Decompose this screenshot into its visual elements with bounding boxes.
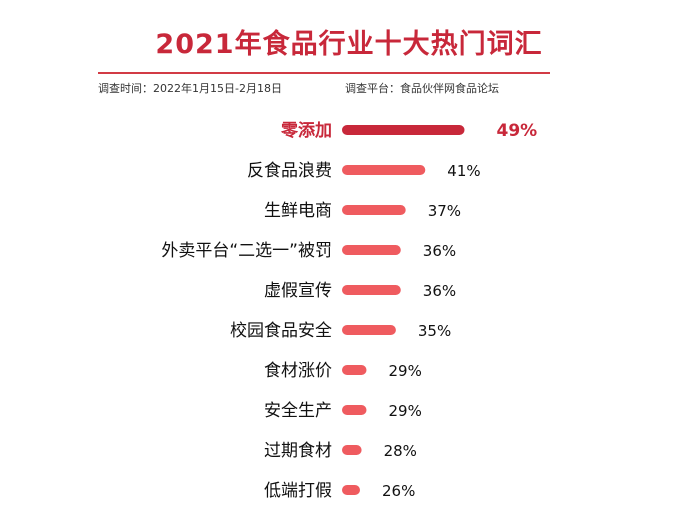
bar	[342, 365, 367, 375]
survey-time: 调查时间：2022年1月15日-2月18日	[98, 82, 282, 95]
category-label: 校园食品安全	[230, 321, 332, 341]
value-label: 29%	[389, 402, 422, 420]
title-divider	[98, 72, 550, 74]
value-label: 26%	[382, 482, 415, 500]
chart-title: 2021年食品行业十大热门词汇	[155, 29, 543, 60]
category-label: 外卖平台“二选一”被罚	[161, 241, 332, 261]
category-label: 食材涨价	[264, 361, 332, 381]
category-label: 过期食材	[264, 441, 332, 461]
bar	[342, 285, 401, 295]
value-label: 36%	[423, 242, 456, 260]
category-label: 反食品浪费	[247, 161, 332, 181]
category-label: 生鲜电商	[264, 201, 332, 221]
category-label: 零添加	[280, 120, 332, 141]
survey-platform: 调查平台：食品伙伴网食品论坛	[345, 82, 499, 95]
value-label: 35%	[418, 322, 451, 340]
category-label: 低端打假	[264, 481, 332, 501]
value-label: 36%	[423, 282, 456, 300]
value-label: 41%	[447, 162, 480, 180]
category-label: 虚假宣传	[264, 281, 332, 301]
value-label: 37%	[428, 202, 461, 220]
bar	[342, 205, 406, 215]
category-label: 安全生产	[264, 401, 332, 421]
bar	[342, 325, 396, 335]
bar	[342, 125, 465, 135]
bar	[342, 245, 401, 255]
bar	[342, 405, 367, 415]
bar	[342, 485, 360, 495]
value-label: 28%	[384, 442, 417, 460]
value-label: 49%	[497, 121, 538, 141]
bar	[342, 445, 362, 455]
bar	[342, 165, 426, 175]
value-label: 29%	[389, 362, 422, 380]
